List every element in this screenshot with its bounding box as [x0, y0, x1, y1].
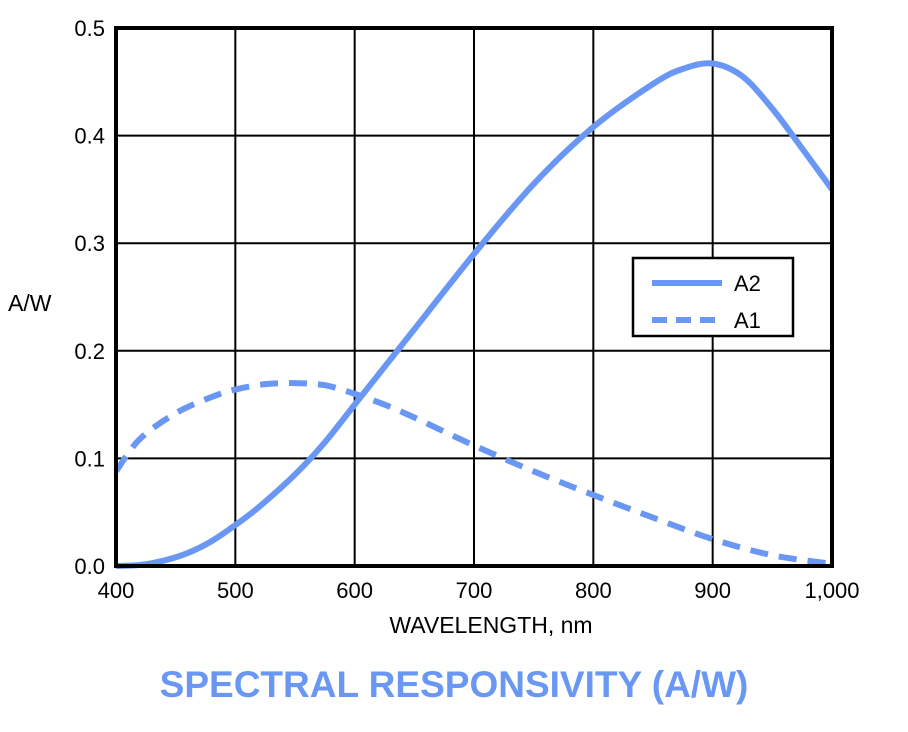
- x-tick-label: 500: [217, 578, 254, 603]
- x-tick-label: 900: [694, 578, 731, 603]
- legend-label-a1: A1: [734, 308, 761, 333]
- y-tick-labels: 0.0 0.1 0.2 0.3 0.4 0.5: [74, 16, 105, 579]
- x-tick-label: 600: [336, 578, 373, 603]
- x-axis-label: WAVELENGTH, nm: [389, 612, 592, 638]
- x-tick-label: 800: [575, 578, 612, 603]
- x-tick-label: 700: [456, 578, 493, 603]
- x-tick-label: 400: [98, 578, 135, 603]
- plot-frame: [114, 26, 834, 568]
- series-line-a2: [115, 60, 835, 569]
- y-tick-label: 0.0: [74, 554, 105, 579]
- legend-box: [631, 256, 795, 338]
- chart-title: SPECTRAL RESPONSIVITY (A/W): [159, 664, 749, 705]
- series-layer: [113, 60, 835, 569]
- legend-label-a2: A2: [734, 271, 761, 296]
- x-tick-label: 1,000: [804, 578, 859, 603]
- y-tick-label: 0.5: [74, 16, 105, 41]
- legend: A2 A1: [631, 256, 795, 338]
- y-axis-label: A/W: [8, 290, 52, 316]
- y-tick-label: 0.4: [74, 124, 105, 149]
- y-tick-label: 0.1: [74, 446, 105, 471]
- series-line-a1: [113, 380, 833, 567]
- x-tick-labels: 400 500 600 700 800 900 1,000: [98, 578, 860, 603]
- y-tick-label: 0.2: [74, 339, 105, 364]
- y-tick-label: 0.3: [74, 231, 105, 256]
